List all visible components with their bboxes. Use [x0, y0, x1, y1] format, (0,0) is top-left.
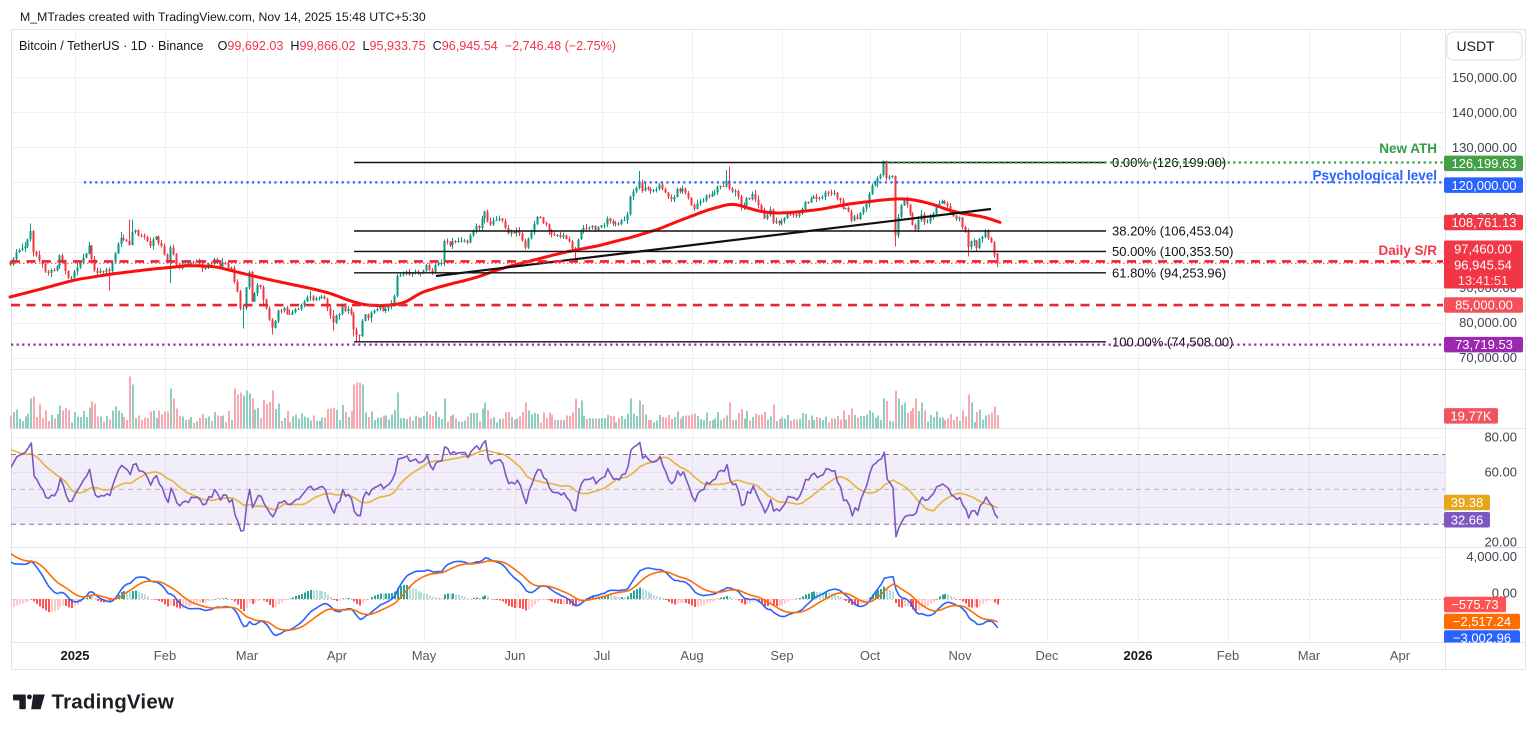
- svg-text:Aug: Aug: [680, 648, 703, 663]
- svg-text:Feb: Feb: [154, 648, 176, 663]
- svg-text:80,000.00: 80,000.00: [1459, 315, 1517, 330]
- svg-text:Daily S/R: Daily S/R: [1378, 243, 1437, 258]
- svg-text:150,000.00: 150,000.00: [1452, 70, 1517, 85]
- svg-text:Nov: Nov: [948, 648, 972, 663]
- svg-text:Psychological level: Psychological level: [1312, 168, 1437, 183]
- svg-text:20.00: 20.00: [1484, 534, 1517, 549]
- svg-text:19.77K: 19.77K: [1450, 408, 1492, 423]
- svg-text:130,000.00: 130,000.00: [1452, 140, 1517, 155]
- svg-text:−575.73: −575.73: [1451, 597, 1498, 612]
- svg-text:70,000.00: 70,000.00: [1459, 350, 1517, 365]
- svg-text:USDT: USDT: [1457, 38, 1496, 54]
- svg-text:120,000.00: 120,000.00: [1451, 178, 1516, 193]
- svg-text:108,761.13: 108,761.13: [1451, 215, 1516, 230]
- svg-text:0.00: 0.00: [1492, 586, 1517, 601]
- svg-text:0.00% (126,199.00): 0.00% (126,199.00): [1112, 155, 1226, 170]
- svg-text:−3,002.96: −3,002.96: [1453, 631, 1511, 646]
- svg-text:4,000.00: 4,000.00: [1466, 549, 1517, 564]
- svg-text:32.66: 32.66: [1451, 512, 1484, 527]
- svg-text:39.38: 39.38: [1451, 495, 1484, 510]
- svg-text:80.00: 80.00: [1484, 430, 1517, 445]
- svg-text:Feb: Feb: [1217, 648, 1239, 663]
- svg-text:2025: 2025: [61, 648, 90, 663]
- svg-text:May: May: [412, 648, 437, 663]
- svg-text:100.00% (74,508.00): 100.00% (74,508.00): [1112, 334, 1233, 349]
- svg-text:96,945.54: 96,945.54: [1454, 258, 1512, 273]
- svg-text:126,199.63: 126,199.63: [1451, 156, 1516, 171]
- svg-text:New ATH: New ATH: [1379, 141, 1437, 156]
- svg-text:73,719.53: 73,719.53: [1455, 337, 1513, 352]
- svg-text:Mar: Mar: [236, 648, 259, 663]
- svg-text:Jul: Jul: [594, 648, 611, 663]
- svg-text:Mar: Mar: [1298, 648, 1321, 663]
- svg-text:140,000.00: 140,000.00: [1452, 105, 1517, 120]
- svg-text:Dec: Dec: [1035, 648, 1059, 663]
- svg-text:97,460.00: 97,460.00: [1454, 242, 1512, 257]
- svg-text:Jun: Jun: [505, 648, 526, 663]
- svg-text:Apr: Apr: [327, 648, 348, 663]
- svg-text:13:41:51: 13:41:51: [1458, 273, 1509, 288]
- svg-text:2026: 2026: [1124, 648, 1153, 663]
- svg-text:TradingView: TradingView: [52, 691, 175, 714]
- svg-text:Apr: Apr: [1390, 648, 1411, 663]
- svg-text:Bitcoin / TetherUS · 1D · Bina: Bitcoin / TetherUS · 1D · Binance O99,692…: [19, 39, 616, 53]
- svg-text:85,000.00: 85,000.00: [1455, 298, 1513, 313]
- svg-text:50.00% (100,353.50): 50.00% (100,353.50): [1112, 244, 1233, 259]
- svg-text:−2,517.24: −2,517.24: [1453, 614, 1511, 629]
- svg-text:60.00: 60.00: [1484, 464, 1517, 479]
- svg-text:M_MTrades created with Trading: M_MTrades created with TradingView.com, …: [20, 10, 426, 24]
- svg-text:38.20% (106,453.04): 38.20% (106,453.04): [1112, 224, 1233, 239]
- svg-text:61.80% (94,253.96): 61.80% (94,253.96): [1112, 265, 1226, 280]
- svg-text:Sep: Sep: [770, 648, 793, 663]
- svg-text:Oct: Oct: [860, 648, 881, 663]
